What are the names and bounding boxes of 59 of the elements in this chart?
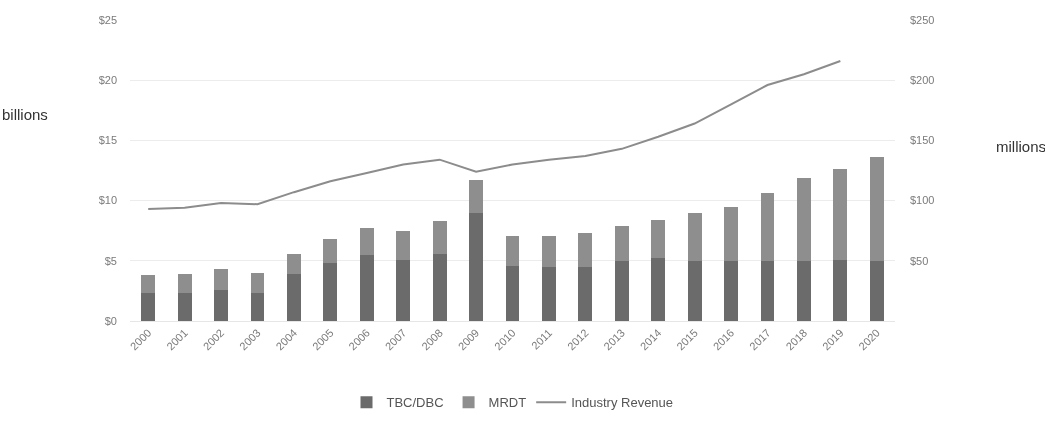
y-axis-title: billions <box>2 106 48 123</box>
bar <box>578 266 593 321</box>
y2-tick-label: $150 <box>910 134 935 147</box>
bar <box>505 265 520 321</box>
y-tick-label: $10 <box>98 194 117 207</box>
bar <box>214 289 228 321</box>
bar <box>359 228 374 255</box>
bar <box>396 230 411 260</box>
bar <box>760 193 775 261</box>
bar <box>797 177 811 261</box>
bar <box>651 219 666 259</box>
y-tick-label: $15 <box>98 134 117 147</box>
bar <box>323 239 338 264</box>
bar <box>214 269 228 290</box>
bar <box>287 253 301 275</box>
bar <box>578 233 593 267</box>
y-tick-label: $5 <box>104 254 117 267</box>
bar <box>250 272 265 294</box>
bar <box>869 157 884 261</box>
bar <box>651 258 666 321</box>
bar <box>177 274 192 294</box>
y-tick-label: $25 <box>98 13 117 26</box>
line-series <box>147 59 842 211</box>
bar <box>141 293 156 321</box>
bar <box>687 260 702 321</box>
bar <box>542 235 556 267</box>
bar <box>250 293 265 321</box>
y2-tick-label: $100 <box>910 194 935 207</box>
bar <box>687 212 702 261</box>
bar <box>833 169 848 260</box>
bar <box>869 260 884 321</box>
bar <box>141 275 156 294</box>
bar <box>432 221 447 254</box>
y-tick-label: $0 <box>104 314 117 327</box>
bar <box>724 206 738 261</box>
bar <box>396 259 411 321</box>
bar <box>833 259 848 321</box>
bar <box>505 235 520 266</box>
bar <box>469 180 483 213</box>
bar <box>323 263 338 321</box>
bar <box>542 266 556 321</box>
bar <box>760 260 775 321</box>
y2-tick-label: $200 <box>910 74 935 87</box>
y-tick-label: $20 <box>98 74 117 87</box>
bar <box>614 260 629 321</box>
bar <box>724 260 738 321</box>
y2-axis-title: millions <box>996 138 1045 155</box>
legend-label: MRDT <box>488 395 527 411</box>
bar <box>287 274 301 321</box>
legend-label: Industry Revenue <box>571 395 674 411</box>
bar <box>469 212 483 321</box>
bar <box>359 254 374 321</box>
legend-label: TBC/DBC <box>386 395 444 411</box>
bar <box>797 260 811 321</box>
y2-tick-label: $250 <box>910 13 935 26</box>
bar <box>177 293 192 321</box>
bar <box>432 253 447 321</box>
y2-tick-label: $50 <box>910 254 929 267</box>
bar <box>614 225 629 261</box>
